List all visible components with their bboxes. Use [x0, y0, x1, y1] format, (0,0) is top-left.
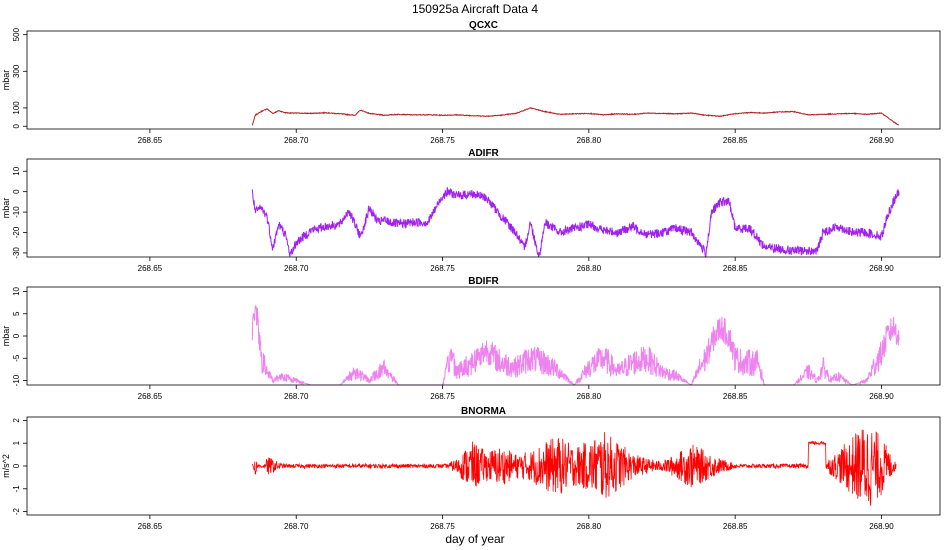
y-tick-label: 10 [12, 286, 21, 295]
x-tick-label: 268.75 [430, 522, 455, 531]
y-tick-label: -10 [12, 374, 21, 386]
series-line [251, 305, 900, 386]
y-tick-label: 2 [12, 418, 21, 423]
panel-title: ADIFR [468, 148, 499, 159]
x-tick-label: 268.85 [723, 392, 748, 401]
x-tick-label: 268.65 [138, 522, 163, 531]
y-tick-label: -30 [12, 247, 21, 259]
y-tick-label: -10 [12, 206, 21, 218]
x-tick-label: 268.80 [577, 392, 602, 401]
y-tick-label: -20 [12, 226, 21, 238]
y-tick-label: -2 [12, 507, 21, 515]
x-tick-label: 268.70 [284, 392, 309, 401]
x-tick-label: 268.90 [869, 522, 894, 531]
y-tick-label: 0 [12, 463, 21, 468]
x-tick-label: 268.70 [284, 264, 309, 273]
page-title: 150925a Aircraft Data 4 [412, 2, 538, 16]
y-tick-label: 300 [12, 64, 21, 78]
y-axis-label: mbar [1, 198, 11, 219]
x-tick-label: 268.75 [430, 264, 455, 273]
x-axis-label: day of year [445, 532, 504, 546]
x-tick-label: 268.85 [723, 264, 748, 273]
x-tick-label: 268.75 [430, 136, 455, 145]
x-tick-label: 268.65 [138, 136, 163, 145]
panel-bnorma: BNORMA m/s^2 -2 -1 0 1 2 268.65 268.70 268.75 268.… [1, 406, 941, 531]
x-tick-label: 268.70 [284, 136, 309, 145]
y-tick-label: 10 [12, 166, 21, 175]
x-tick-label: 268.80 [577, 522, 602, 531]
plot-frame [26, 30, 941, 130]
series-line [251, 429, 897, 506]
panel-bdifr: BDIFR mbar -10 -5 0 5 10 268.65 268.70 268.75 268.… [1, 276, 941, 401]
plot-frame [26, 286, 941, 386]
y-tick-label: 500 [12, 27, 21, 41]
y-tick-label: 5 [12, 311, 21, 316]
y-axis-label: m/s^2 [1, 454, 11, 478]
y-axis-label: mbar [1, 326, 11, 347]
x-tick-label: 268.85 [723, 522, 748, 531]
x-tick-label: 268.90 [869, 264, 894, 273]
x-tick-label: 268.80 [577, 264, 602, 273]
x-tick-label: 268.90 [869, 392, 894, 401]
y-tick-label: 0 [12, 123, 21, 128]
y-tick-label: 0 [12, 333, 21, 338]
series-line [251, 186, 900, 259]
panel-adifr: ADIFR mbar -30 -20 -10 0 10 268.65 268.70 268.75 2… [1, 148, 941, 273]
plot-frame [26, 416, 941, 516]
y-tick-label: -5 [12, 354, 21, 362]
x-tick-label: 268.90 [869, 136, 894, 145]
panel-title: BNORMA [461, 406, 506, 417]
y-tick-label: 100 [12, 101, 21, 115]
x-tick-label: 268.65 [138, 392, 163, 401]
y-tick-label: -1 [12, 485, 21, 493]
x-tick-label: 268.80 [577, 136, 602, 145]
x-tick-label: 268.70 [284, 522, 309, 531]
series-line [251, 107, 900, 126]
y-tick-label: 1 [12, 440, 21, 445]
x-tick-label: 268.75 [430, 392, 455, 401]
plot-frame [26, 158, 941, 258]
y-tick-label: 0 [12, 189, 21, 194]
x-tick-label: 268.85 [723, 136, 748, 145]
x-tick-label: 268.65 [138, 264, 163, 273]
panel-qcxc: QCXC mbar 0 100 300 500 268.65 268.70 268.75 268.… [1, 20, 941, 145]
y-axis-label: mbar [1, 70, 11, 91]
panel-title: QCXC [469, 20, 498, 31]
panel-title: BDIFR [468, 276, 499, 287]
